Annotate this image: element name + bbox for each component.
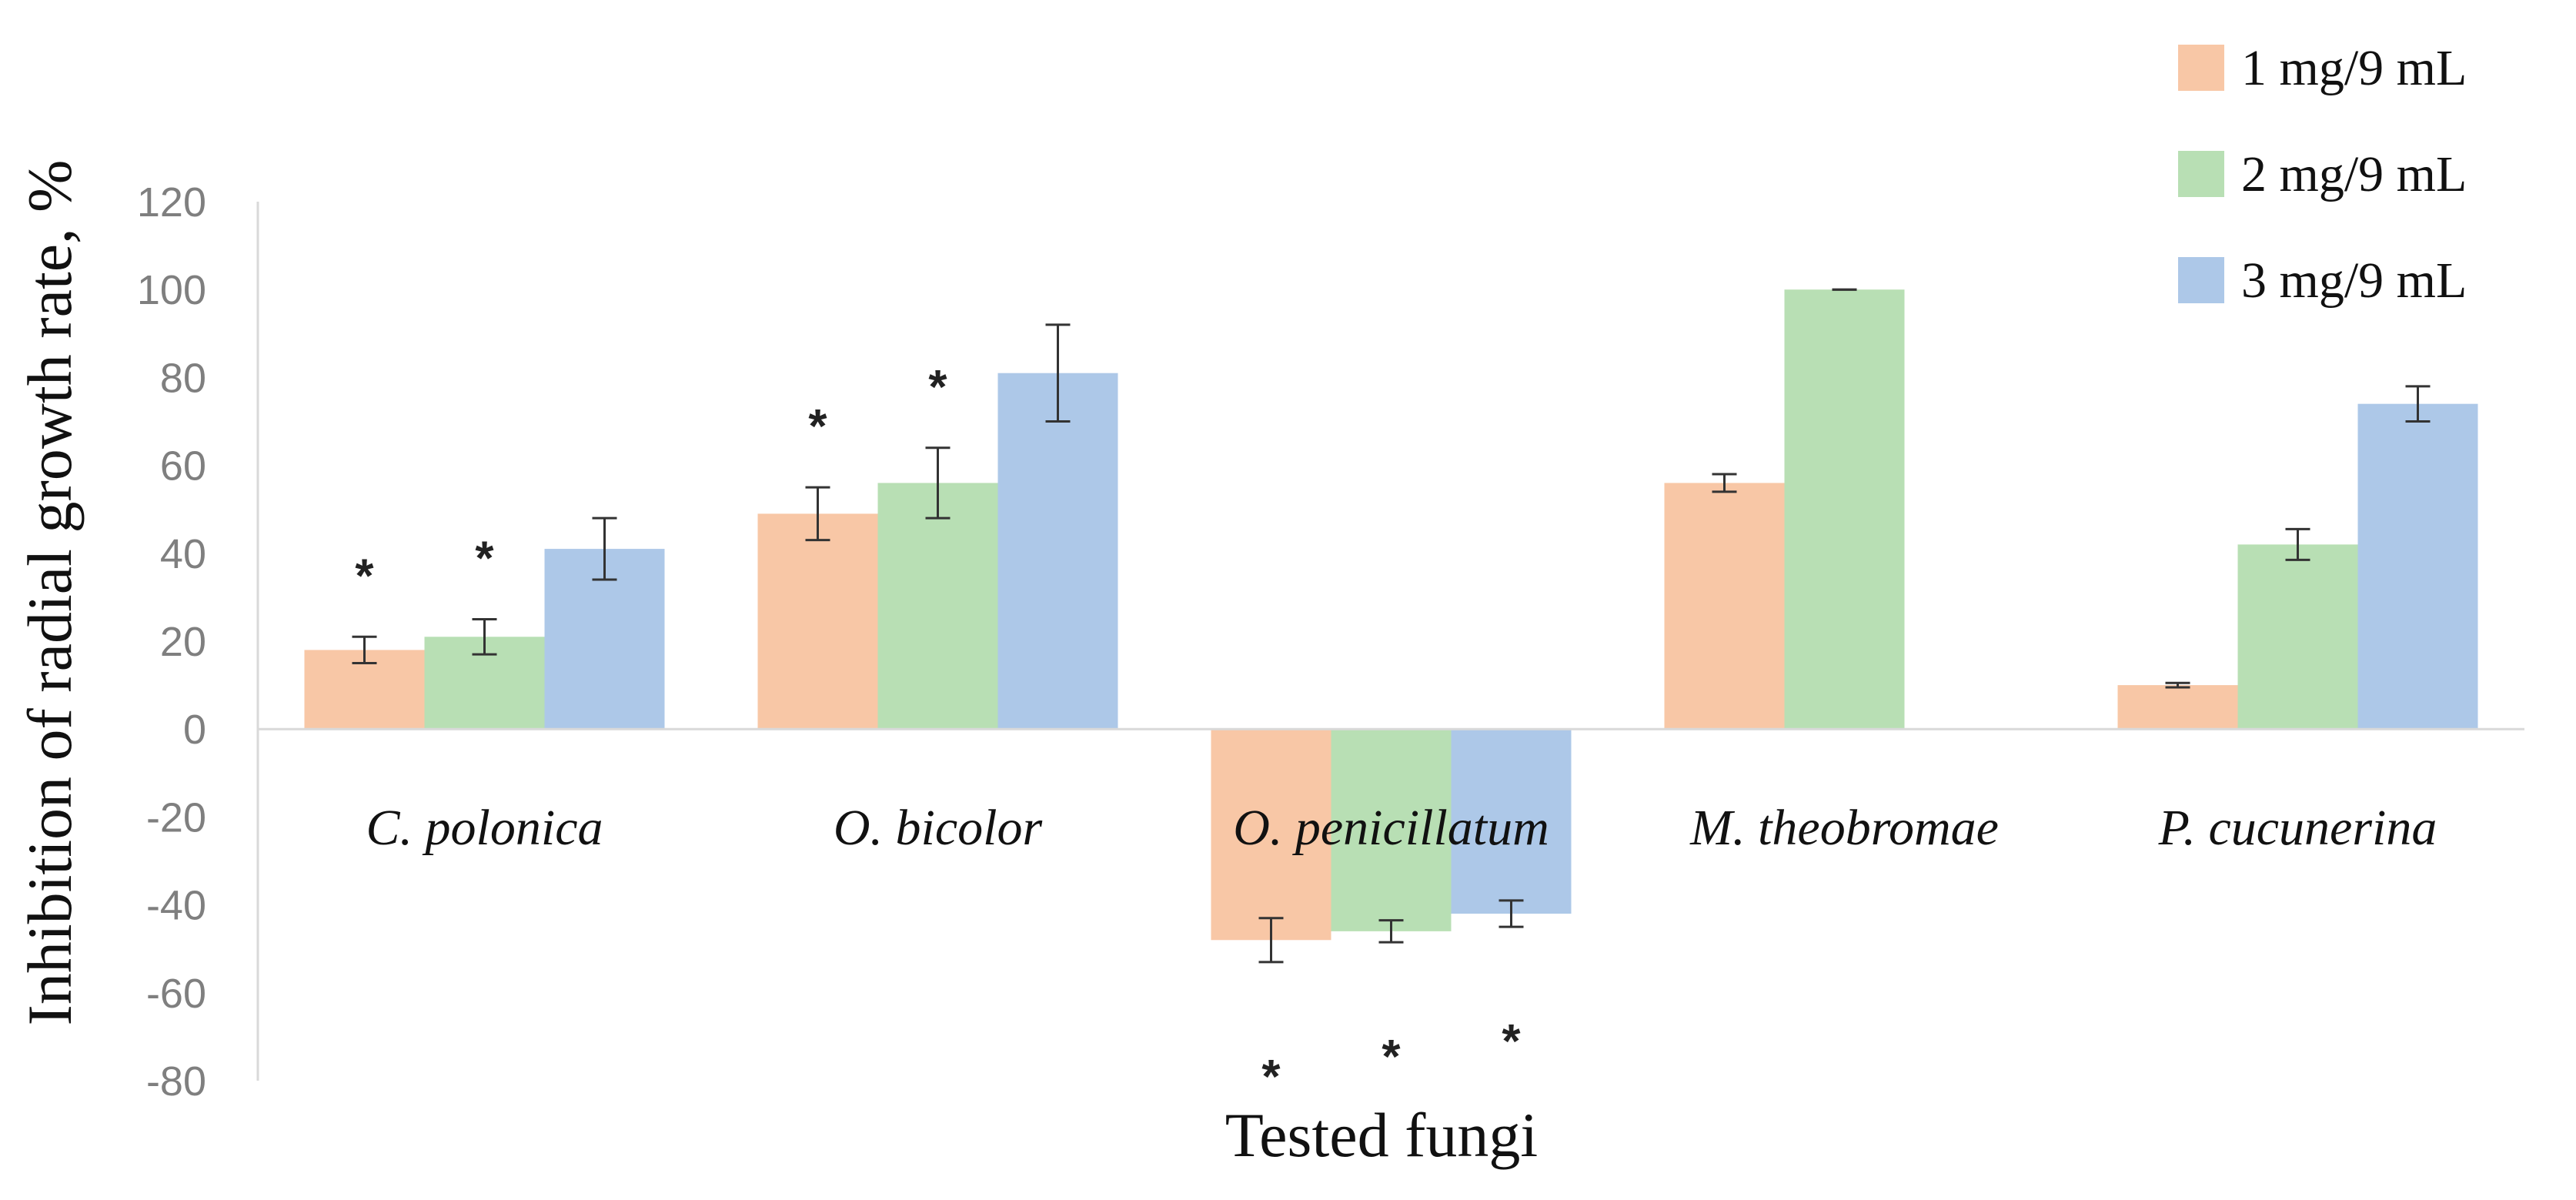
bars: [304, 289, 2478, 941]
error-bar: [2405, 385, 2431, 423]
error-bar: [352, 635, 377, 665]
significance-star: *: [1502, 1015, 1521, 1068]
bar-3mg-4: [2357, 403, 2478, 730]
error-bar: [1045, 323, 1071, 423]
legend-swatch: [2178, 45, 2224, 91]
legend-label: 1 mg/9 mL: [2241, 40, 2467, 96]
error-bar: [1378, 919, 1404, 944]
error-bar: [805, 486, 830, 542]
bar-1mg-4: [2117, 685, 2238, 730]
bar-1mg-3: [1664, 483, 1785, 730]
category-label: M. theobromae: [1689, 800, 1999, 856]
error-bars: [352, 288, 2431, 964]
bar-3mg-1: [997, 373, 1118, 730]
bar-2mg-2: [1331, 729, 1452, 931]
bar-2mg-1: [877, 483, 998, 730]
legend: 1 mg/9 mL 2 mg/9 mL 3 mg/9 mL: [2178, 40, 2467, 309]
significance-star: *: [1261, 1051, 1281, 1104]
significance-star: *: [808, 400, 827, 453]
significance-star: *: [1382, 1031, 1401, 1084]
category-labels: C. polonica O. bicolor O. penicillatum M. t…: [366, 800, 2437, 856]
bar-3mg-2: [1451, 729, 1572, 914]
y-tick-label: -80: [146, 1058, 206, 1105]
y-tick-label: 0: [183, 707, 206, 753]
error-bar: [472, 617, 497, 656]
y-axis-title: Inhibition of radial growth rate, %: [15, 160, 85, 1026]
y-tick-label: 20: [160, 619, 206, 665]
error-bar: [592, 516, 617, 581]
bar-2mg-3: [1784, 289, 1905, 730]
category-label: O. bicolor: [834, 800, 1043, 856]
legend-swatch: [2178, 151, 2224, 197]
error-bar: [925, 446, 951, 520]
bar-1mg-1: [757, 513, 878, 730]
error-bar: [1258, 917, 1284, 964]
error-bar: [1498, 899, 1524, 928]
y-tick-label: 80: [160, 355, 206, 401]
significance-markers: * * * * * * *: [355, 361, 1521, 1104]
legend-item: 2 mg/9 mL: [2178, 146, 2467, 202]
significance-star: *: [475, 532, 494, 585]
category-label: P. cucunerina: [2158, 800, 2437, 856]
legend-swatch: [2178, 257, 2224, 303]
error-bar: [1712, 473, 1737, 493]
bar-1mg-2: [1211, 729, 1331, 941]
error-bar: [2165, 681, 2190, 689]
legend-label: 2 mg/9 mL: [2241, 146, 2467, 202]
y-tick-label: 40: [160, 531, 206, 577]
bar-2mg-4: [2237, 544, 2358, 730]
legend-item: 3 mg/9 mL: [2178, 252, 2467, 309]
x-axis-title: Tested fungi: [1225, 1100, 1538, 1170]
y-tick-label: -20: [146, 794, 206, 841]
y-tick-label: 60: [160, 443, 206, 490]
y-tick-label: -40: [146, 883, 206, 929]
y-tick-label: 120: [137, 179, 206, 226]
y-axis-ticks: 120 100 80 60 40 20 0 -20 -40 -60 -80: [137, 179, 206, 1105]
category-label: C. polonica: [366, 800, 603, 856]
legend-label: 3 mg/9 mL: [2241, 252, 2467, 309]
y-tick-label: -60: [146, 971, 206, 1017]
significance-star: *: [928, 361, 947, 414]
significance-star: *: [355, 550, 374, 603]
legend-item: 1 mg/9 mL: [2178, 40, 2467, 96]
error-bar: [2285, 527, 2310, 561]
y-tick-label: 100: [137, 267, 206, 313]
category-label: O. penicillatum: [1233, 800, 1549, 856]
